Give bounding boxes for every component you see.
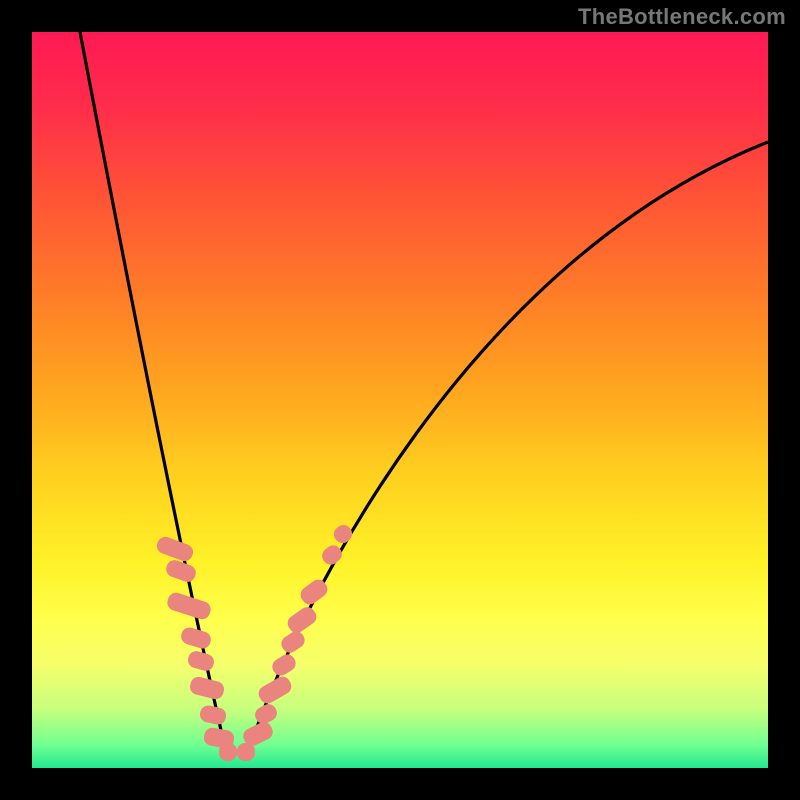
watermark-text: TheBottleneck.com <box>578 4 786 30</box>
marker-8 <box>219 743 237 761</box>
chart-svg <box>0 0 800 800</box>
chart-container: TheBottleneck.com <box>0 0 800 800</box>
plot-background-gradient <box>32 32 768 768</box>
